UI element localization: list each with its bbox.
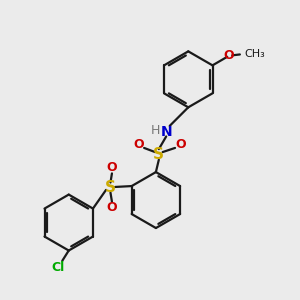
Text: CH₃: CH₃ <box>244 49 265 58</box>
Text: O: O <box>175 138 186 151</box>
Text: N: N <box>160 125 172 139</box>
Text: Cl: Cl <box>52 261 65 274</box>
Text: S: S <box>105 180 116 195</box>
Text: S: S <box>153 147 164 162</box>
Text: O: O <box>134 138 144 151</box>
Text: O: O <box>106 161 117 174</box>
Text: O: O <box>224 50 234 62</box>
Text: H: H <box>150 124 160 137</box>
Text: O: O <box>106 201 117 214</box>
